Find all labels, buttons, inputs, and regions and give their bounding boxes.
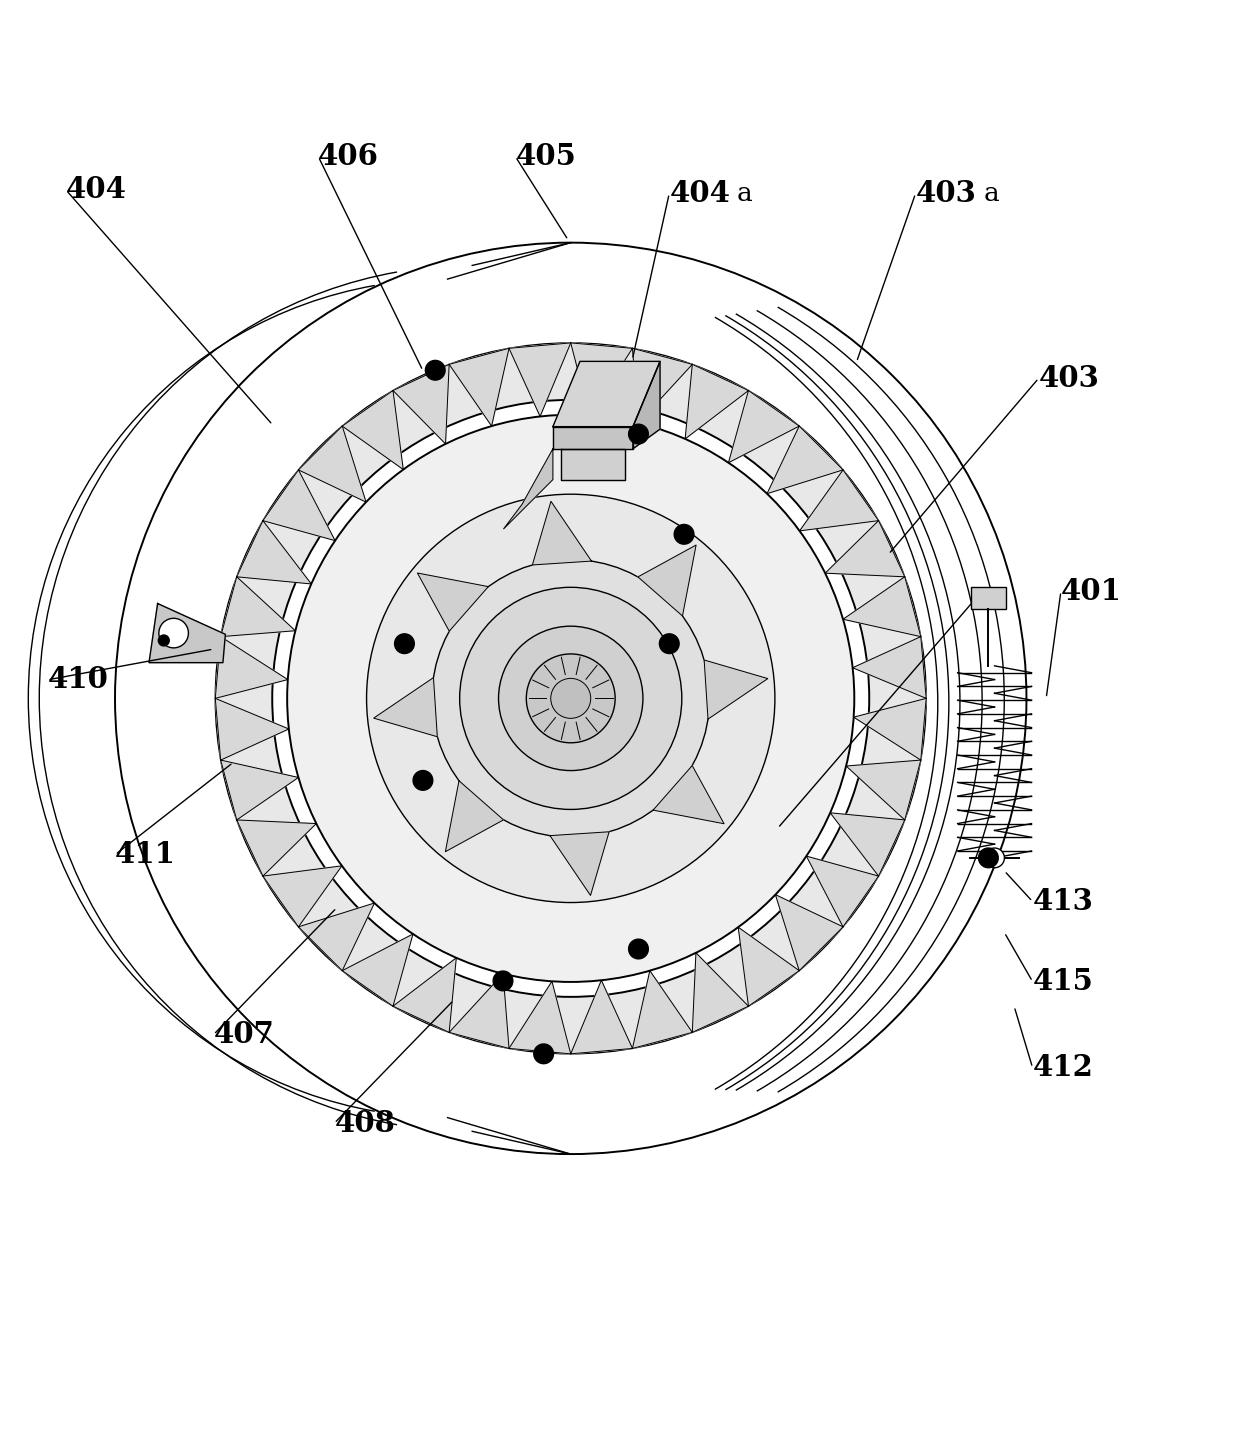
Polygon shape (831, 813, 905, 876)
Circle shape (675, 525, 694, 544)
Circle shape (159, 619, 188, 648)
Polygon shape (263, 470, 335, 541)
Polygon shape (221, 761, 299, 820)
Text: 407: 407 (213, 1019, 274, 1050)
Text: 401: 401 (1061, 577, 1122, 606)
Polygon shape (149, 603, 226, 662)
Polygon shape (800, 470, 879, 531)
Text: 408: 408 (335, 1109, 396, 1138)
Polygon shape (508, 982, 570, 1054)
Text: 410: 410 (47, 665, 108, 694)
Polygon shape (728, 390, 800, 463)
Text: 413: 413 (1033, 886, 1094, 917)
Polygon shape (342, 934, 413, 1006)
Circle shape (629, 938, 649, 959)
Polygon shape (553, 427, 632, 448)
Ellipse shape (498, 626, 642, 771)
Circle shape (660, 633, 680, 654)
Polygon shape (373, 678, 438, 736)
Ellipse shape (460, 587, 682, 810)
Polygon shape (632, 362, 660, 448)
Polygon shape (570, 980, 632, 1054)
Text: 404: 404 (66, 175, 126, 204)
Text: 405: 405 (516, 142, 577, 171)
Polygon shape (445, 781, 503, 852)
Polygon shape (768, 427, 843, 493)
Text: 403: 403 (915, 179, 976, 208)
Polygon shape (686, 364, 749, 440)
Polygon shape (263, 866, 342, 927)
Circle shape (157, 635, 170, 646)
Polygon shape (806, 856, 879, 927)
Ellipse shape (367, 495, 775, 902)
Polygon shape (532, 502, 591, 565)
Text: 403: 403 (1039, 363, 1100, 393)
Polygon shape (775, 895, 843, 970)
Polygon shape (843, 577, 921, 636)
Circle shape (413, 771, 433, 791)
Polygon shape (299, 427, 366, 502)
Polygon shape (221, 577, 295, 636)
Polygon shape (342, 390, 403, 470)
Ellipse shape (432, 560, 709, 837)
Polygon shape (653, 765, 724, 824)
Text: 412: 412 (1033, 1053, 1094, 1083)
Polygon shape (216, 636, 288, 698)
Polygon shape (637, 545, 696, 616)
Polygon shape (846, 761, 921, 820)
Circle shape (985, 847, 1004, 868)
Polygon shape (508, 343, 570, 416)
Polygon shape (632, 970, 692, 1048)
Circle shape (394, 633, 414, 654)
Polygon shape (449, 973, 508, 1048)
Ellipse shape (526, 654, 615, 743)
Polygon shape (971, 587, 1006, 609)
Text: 404: 404 (670, 179, 730, 208)
Text: a: a (983, 181, 999, 205)
Polygon shape (853, 698, 926, 761)
Circle shape (533, 1044, 553, 1064)
Polygon shape (449, 348, 508, 427)
Polygon shape (237, 820, 316, 876)
Circle shape (425, 360, 445, 380)
Polygon shape (503, 448, 553, 529)
Polygon shape (853, 636, 926, 698)
Polygon shape (632, 348, 692, 424)
Polygon shape (570, 343, 632, 415)
Ellipse shape (551, 678, 590, 719)
Polygon shape (216, 698, 289, 761)
Polygon shape (692, 953, 749, 1032)
Polygon shape (560, 448, 625, 480)
Ellipse shape (216, 343, 926, 1054)
Text: 415: 415 (1033, 967, 1094, 996)
Polygon shape (825, 521, 905, 577)
Circle shape (494, 972, 513, 991)
Polygon shape (553, 362, 660, 427)
Polygon shape (393, 957, 456, 1032)
Ellipse shape (273, 401, 869, 996)
Polygon shape (704, 659, 768, 719)
Polygon shape (393, 364, 449, 444)
Circle shape (978, 847, 998, 868)
Ellipse shape (288, 415, 854, 982)
Text: 411: 411 (115, 840, 176, 869)
Text: a: a (737, 181, 753, 205)
Polygon shape (418, 573, 489, 630)
Polygon shape (551, 831, 609, 895)
Polygon shape (237, 521, 311, 584)
Polygon shape (738, 927, 800, 1006)
Ellipse shape (115, 243, 1027, 1154)
Polygon shape (299, 904, 374, 970)
Text: 406: 406 (319, 142, 379, 171)
Circle shape (629, 424, 649, 444)
